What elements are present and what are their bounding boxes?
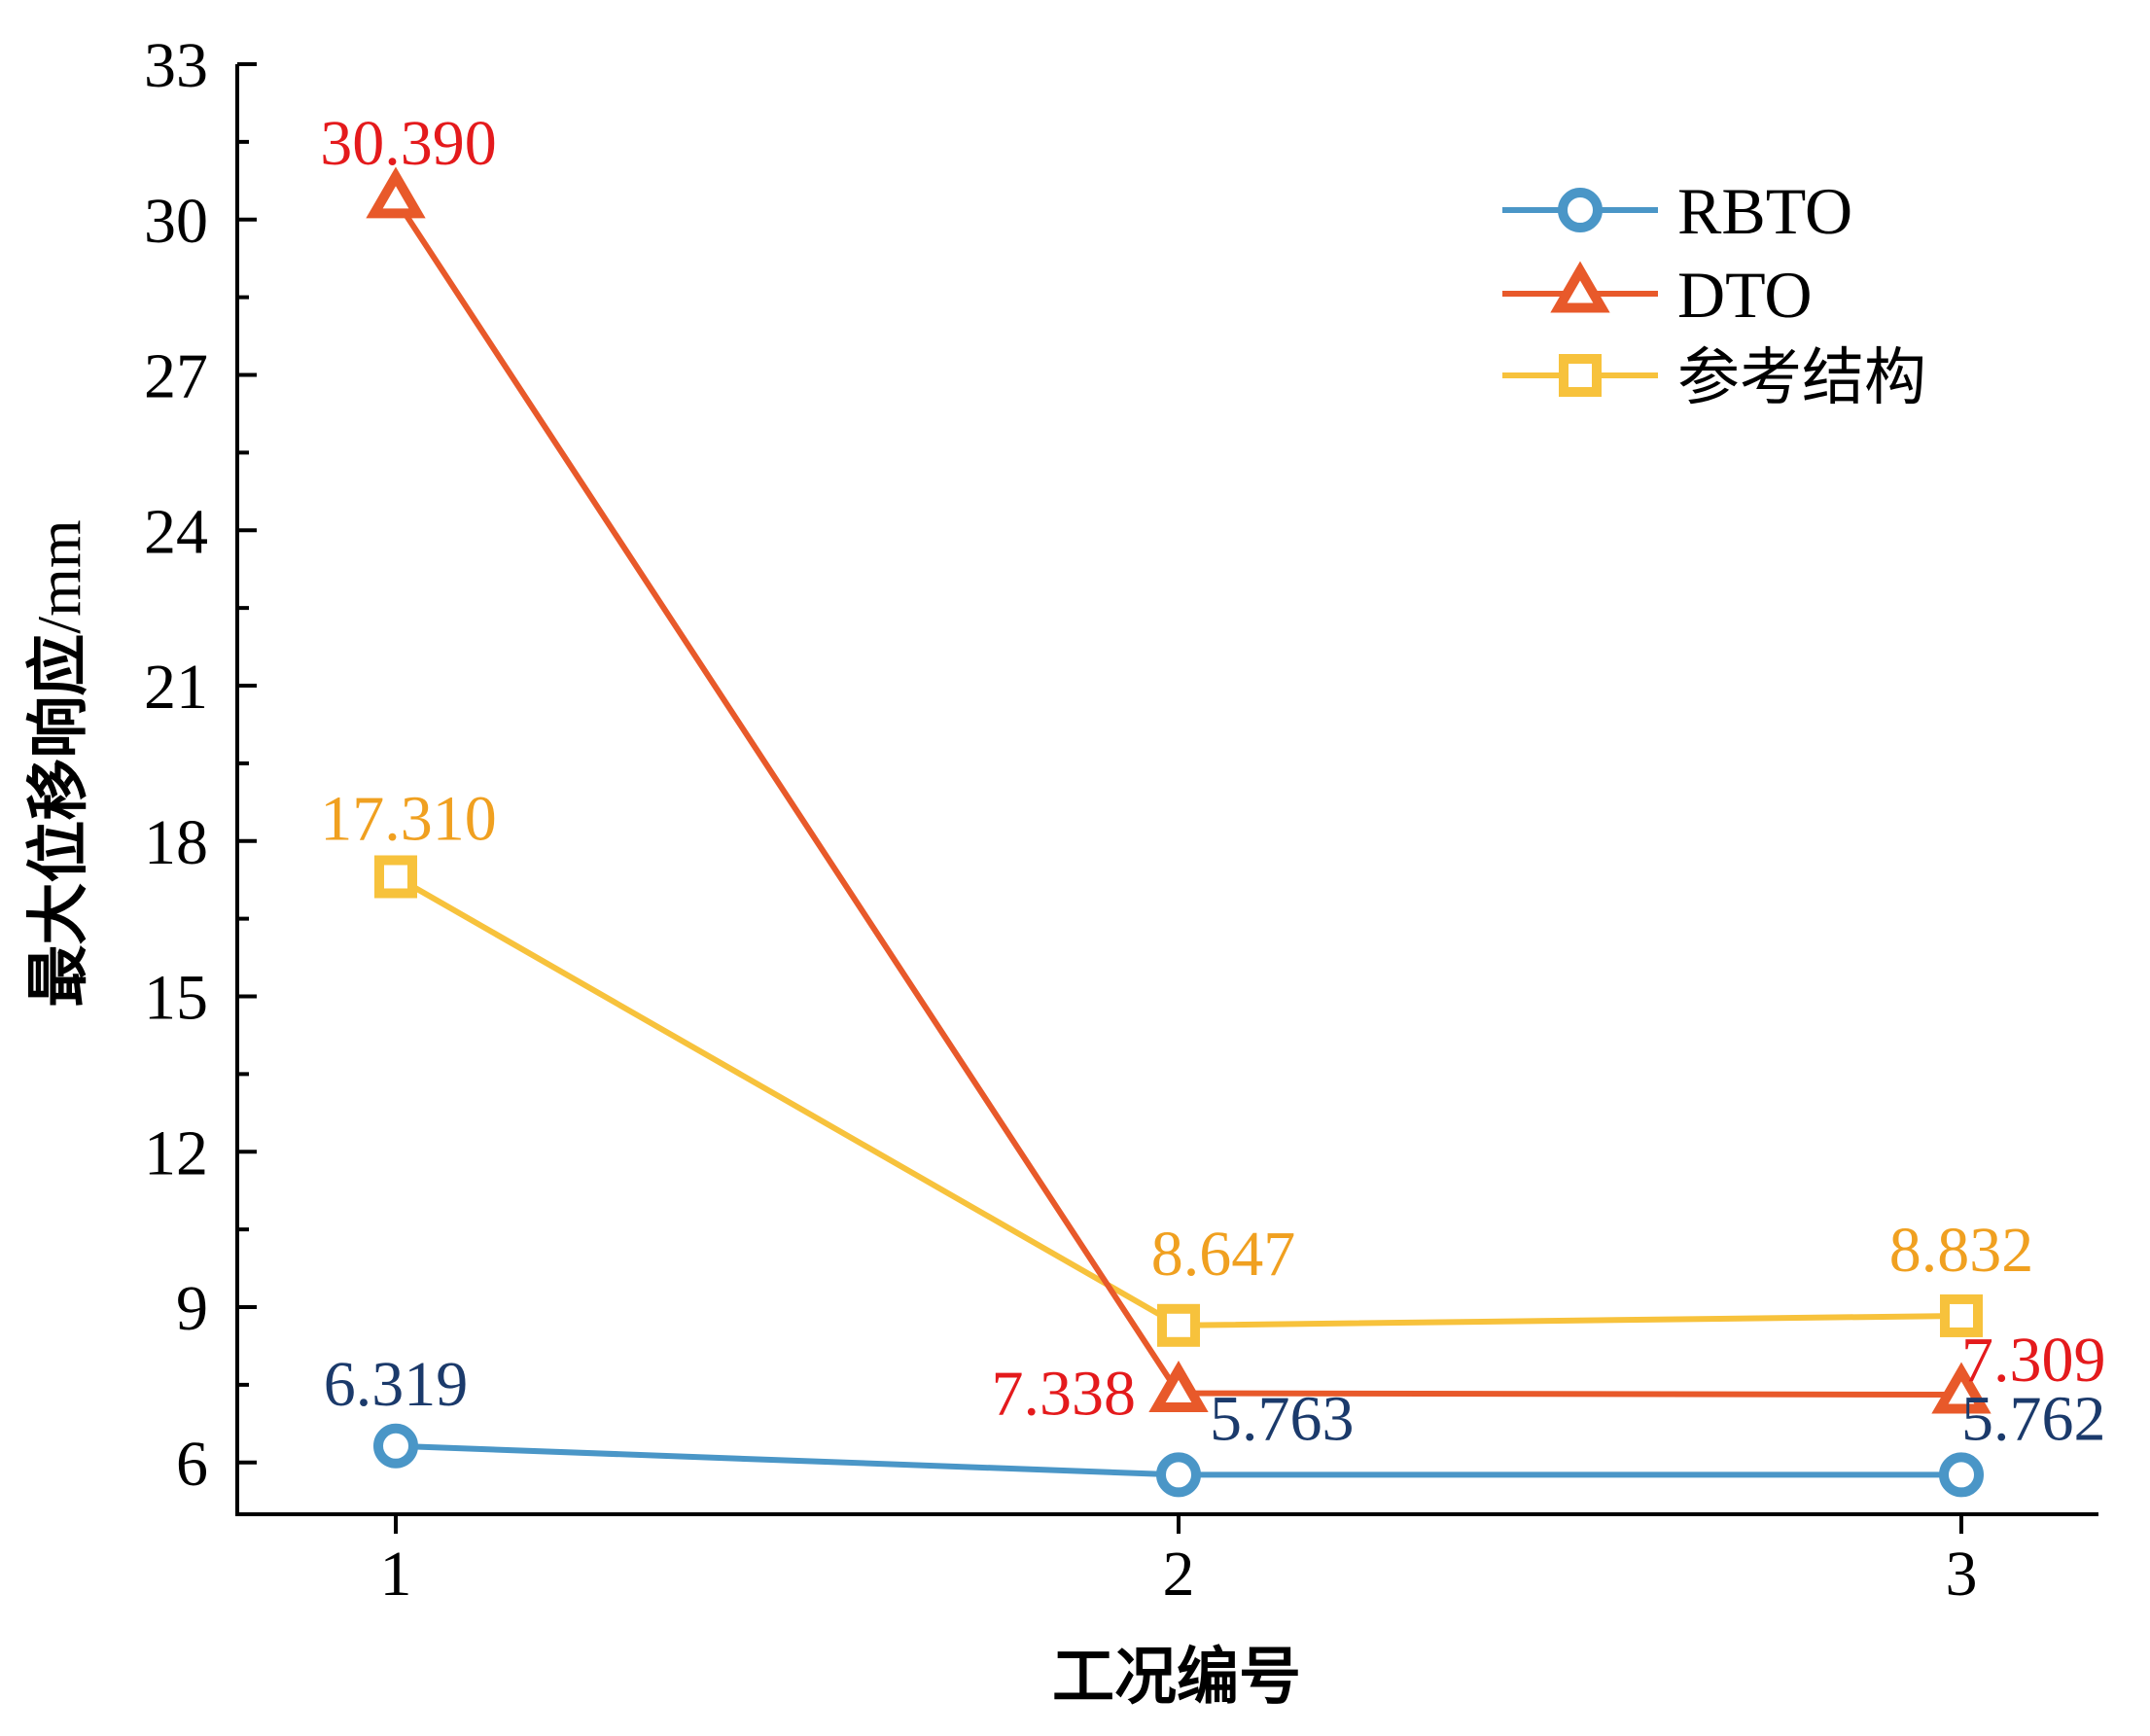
series-3 — [374, 855, 1983, 1347]
x-tick-label: 2 — [1163, 1539, 1195, 1610]
data-label: 5.763 — [1210, 1383, 1355, 1454]
series-point-triangle — [366, 166, 426, 219]
y-axis-title-unit: /mm — [24, 519, 93, 633]
legend-label: RBTO — [1677, 174, 1852, 248]
data-label: 8.647 — [1151, 1219, 1296, 1290]
x-axis-title: 工况编号 — [1052, 1642, 1301, 1714]
legend-marker-circle — [1558, 188, 1603, 232]
legend-item: 参考结构 — [1502, 342, 1926, 414]
y-tick-label: 24 — [144, 496, 208, 567]
series-point-square — [374, 855, 417, 899]
y-ticks: 6 9 12 15 18 21 24 27 30 33 — [144, 30, 257, 1500]
series-point-circle — [1156, 1452, 1201, 1498]
y-tick-label: 18 — [144, 807, 208, 878]
data-label: 30.390 — [320, 108, 497, 179]
data-label: 17.310 — [320, 783, 497, 854]
legend-marker-triangle — [1550, 261, 1610, 313]
data-label: 5.762 — [1961, 1383, 2106, 1454]
y-tick-label: 6 — [176, 1429, 208, 1500]
y-tick-label: 27 — [144, 341, 208, 412]
series-point-circle — [1939, 1452, 1984, 1498]
x-tick-label: 1 — [380, 1539, 412, 1610]
y-tick-label: 15 — [144, 963, 208, 1034]
series-point-square — [1157, 1303, 1200, 1347]
series-point-triangle — [1931, 1362, 1991, 1414]
y-tick-label: 30 — [144, 186, 208, 257]
legend-marker-square — [1559, 354, 1602, 397]
legend-item: DTO — [1502, 258, 1813, 332]
legend-label: 参考结构 — [1677, 342, 1926, 414]
series-1 — [373, 1423, 1984, 1498]
y-axis-title: 最大位移响应/mm — [23, 519, 95, 1007]
legend-item: RBTO — [1502, 174, 1852, 248]
legend-label: DTO — [1677, 258, 1813, 332]
data-labels: 6.319 5.763 5.762 30.390 7.338 7.309 17.310 8.6… — [320, 108, 2105, 1454]
series-2 — [366, 166, 1991, 1414]
data-label: 6.319 — [324, 1349, 469, 1420]
data-label: 7.309 — [1961, 1325, 2106, 1396]
y-tick-label: 21 — [144, 652, 208, 723]
series-point-square — [1940, 1293, 1983, 1337]
y-tick-label: 12 — [144, 1117, 208, 1188]
x-ticks: 1 2 3 — [380, 1514, 1978, 1610]
data-label: 8.832 — [1889, 1215, 2034, 1286]
series-point-triangle — [1148, 1360, 1209, 1412]
series-layer — [366, 166, 1991, 1498]
y-tick-label: 9 — [176, 1273, 208, 1344]
legend: RBTO DTO 参考结构 — [1502, 174, 1926, 414]
data-label: 7.338 — [992, 1359, 1137, 1430]
x-tick-label: 3 — [1946, 1539, 1978, 1610]
y-tick-label: 33 — [144, 30, 208, 101]
y-axis-title-quantity: 最大位移响应 — [23, 634, 95, 1008]
axes — [235, 64, 2098, 1516]
series-point-circle — [373, 1423, 418, 1469]
